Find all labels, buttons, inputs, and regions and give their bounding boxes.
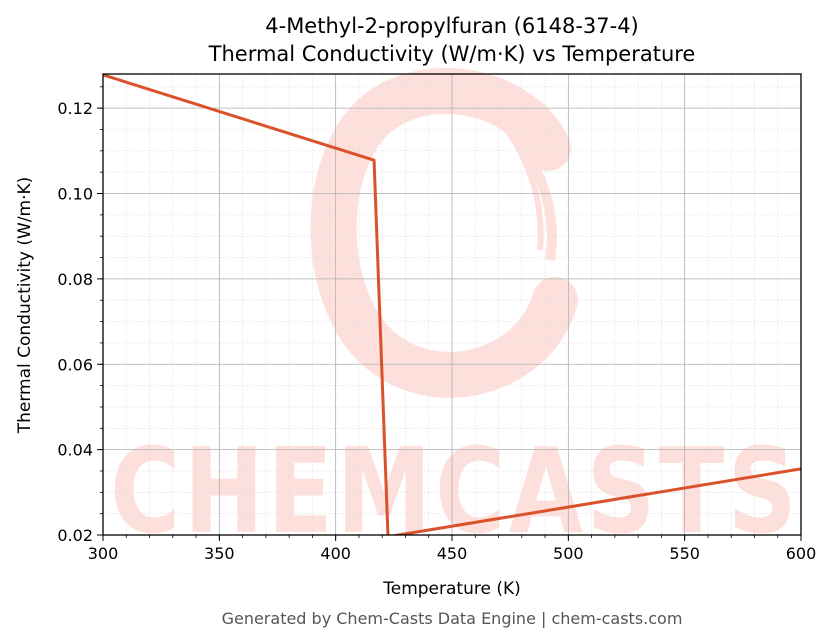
y-tick-label: 0.12 <box>57 99 93 118</box>
chart-title: 4-Methyl-2-propylfuran (6148-37-4) <box>265 14 639 38</box>
series-layer <box>103 74 801 535</box>
y-axis-label: Thermal Conductivity (W/m·K) <box>15 177 35 435</box>
x-tick-label: 400 <box>320 544 351 563</box>
tick-labels: 300 350 400 450 500 550 600 0.02 0.04 0.06 0.08 0.1… <box>57 99 816 563</box>
x-tick-label: 350 <box>204 544 235 563</box>
y-tick-label: 0.10 <box>57 185 93 204</box>
x-tick-label: 500 <box>553 544 584 563</box>
series-line <box>103 74 801 535</box>
x-tick-label: 550 <box>669 544 700 563</box>
x-tick-label: 300 <box>88 544 119 563</box>
watermark-text: CHEMCASTS <box>110 422 800 560</box>
x-tick-label: 600 <box>786 544 817 563</box>
chart-subtitle: Thermal Conductivity (W/m·K) vs Temperat… <box>208 42 696 66</box>
footer-credit: Generated by Chem-Casts Data Engine | ch… <box>222 609 683 628</box>
x-tick-label: 450 <box>437 544 468 563</box>
x-axis-label: Temperature (K) <box>382 579 521 599</box>
watermark-logo-icon <box>310 68 578 398</box>
y-tick-label: 0.04 <box>57 441 93 460</box>
watermark: CHEMCASTS <box>110 68 800 560</box>
y-tick-label: 0.06 <box>57 355 93 374</box>
y-tick-label: 0.08 <box>57 270 93 289</box>
axis-ticks <box>97 86 802 541</box>
y-tick-label: 0.02 <box>57 526 93 545</box>
